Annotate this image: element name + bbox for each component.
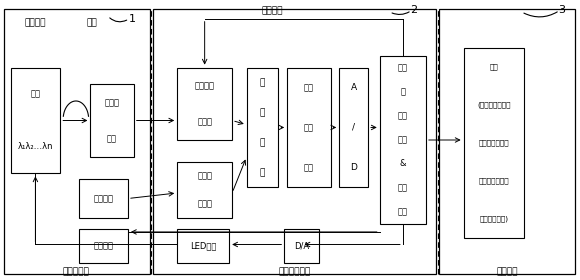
Text: 后置: 后置 xyxy=(304,83,314,92)
Text: 前端信号: 前端信号 xyxy=(195,81,215,90)
Text: 传感器模块: 传感器模块 xyxy=(63,267,89,276)
Text: 光发射器: 光发射器 xyxy=(25,18,46,27)
Bar xyxy=(153,9,436,274)
Bar xyxy=(463,48,524,237)
Bar xyxy=(287,67,331,187)
Bar xyxy=(177,229,229,263)
Text: 萄、血红蛋白、: 萄、血红蛋白、 xyxy=(478,139,509,146)
Bar xyxy=(79,229,128,263)
Text: 3: 3 xyxy=(559,5,566,15)
Bar xyxy=(177,162,232,218)
Text: λ₁λ₂…λn: λ₁λ₂…λn xyxy=(18,143,53,151)
Text: A: A xyxy=(350,83,357,92)
Bar xyxy=(3,9,150,274)
Text: 处理: 处理 xyxy=(398,136,408,144)
Text: 控制器: 控制器 xyxy=(197,117,212,126)
Text: 显示模块: 显示模块 xyxy=(496,267,518,276)
Text: 前置放: 前置放 xyxy=(197,172,212,181)
Text: D/A: D/A xyxy=(294,241,309,250)
Text: 信号: 信号 xyxy=(398,112,408,121)
Text: 2: 2 xyxy=(410,5,418,15)
Bar xyxy=(438,9,575,274)
Bar xyxy=(11,67,60,173)
Text: 指端: 指端 xyxy=(87,18,97,27)
Text: 碳氧、铁氧、血: 碳氧、铁氧、血 xyxy=(478,177,509,184)
Text: 波: 波 xyxy=(260,108,265,117)
Text: 电路: 电路 xyxy=(304,163,314,172)
Text: 波长: 波长 xyxy=(31,90,41,99)
Text: 单片: 单片 xyxy=(398,64,408,73)
Text: 测器: 测器 xyxy=(107,134,117,143)
Bar xyxy=(339,67,368,187)
Bar xyxy=(177,67,232,140)
Bar xyxy=(90,84,134,157)
Text: 机: 机 xyxy=(400,88,405,97)
Text: (脉率、血氧、葡: (脉率、血氧、葡 xyxy=(477,102,511,108)
Text: /: / xyxy=(352,123,355,132)
Text: 放大: 放大 xyxy=(304,123,314,132)
Text: 滤: 滤 xyxy=(260,78,265,87)
Bar xyxy=(284,229,319,263)
Text: 提取: 提取 xyxy=(398,207,408,216)
Text: D: D xyxy=(350,163,357,172)
Text: 存储设备: 存储设备 xyxy=(93,241,114,250)
Text: 心电电极: 心电电极 xyxy=(93,194,114,203)
Text: 1: 1 xyxy=(129,14,136,24)
Text: 路: 路 xyxy=(260,168,265,177)
Bar xyxy=(380,56,426,224)
Text: 压等人体参数): 压等人体参数) xyxy=(480,215,509,222)
Bar xyxy=(79,179,128,218)
Text: 增益控制: 增益控制 xyxy=(262,6,284,15)
Text: 显示: 显示 xyxy=(490,64,498,70)
Text: 电: 电 xyxy=(260,138,265,147)
Text: 信号: 信号 xyxy=(398,183,408,192)
Text: &: & xyxy=(400,159,406,168)
Bar xyxy=(246,67,278,187)
Text: 信号处理模块: 信号处理模块 xyxy=(278,267,311,276)
Text: LED驱动: LED驱动 xyxy=(190,241,216,250)
Text: 光电探: 光电探 xyxy=(104,98,119,107)
Text: 大电路: 大电路 xyxy=(197,200,212,209)
